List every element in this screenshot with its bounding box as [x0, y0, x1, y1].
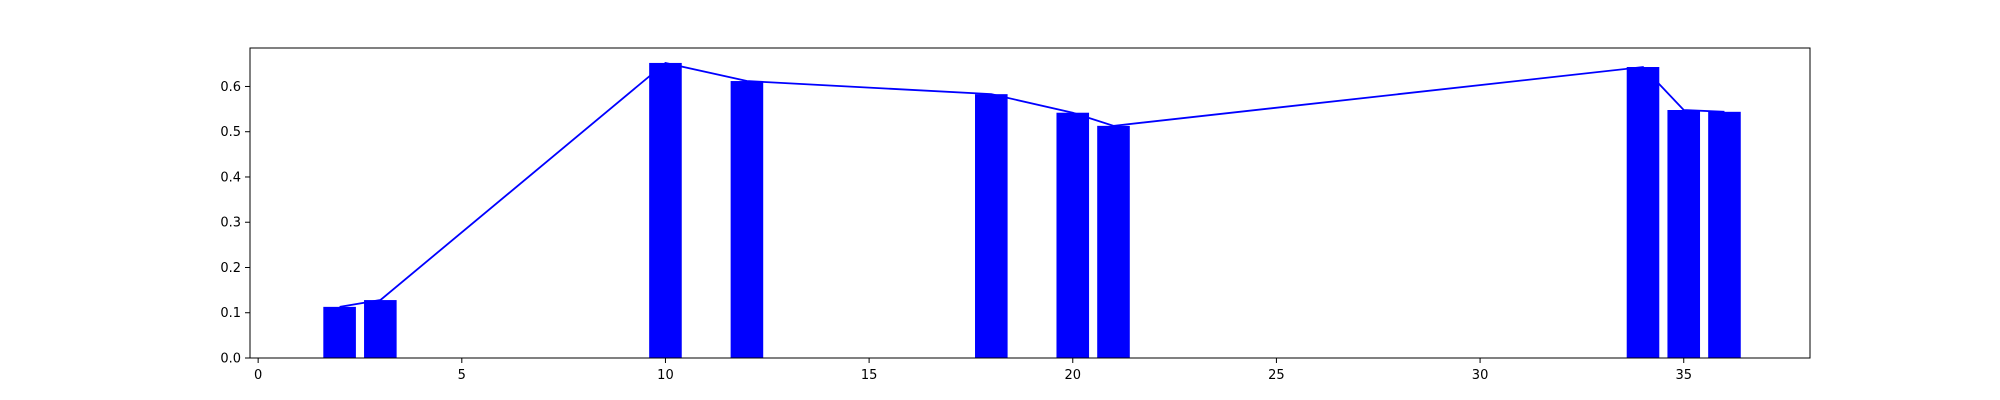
x-tick-label-1: 5: [458, 368, 466, 383]
series-line: [339, 61, 1725, 308]
line-layer: [339, 61, 1725, 308]
bar-2: [649, 62, 682, 359]
ticks-layer: 0 5 10 15 20 25 30 35 0.0 0.1 0.2 0.3 0.4 0.5 0.6: [220, 80, 1692, 383]
bar-0: [323, 306, 356, 358]
x-tick-label-5: 25: [1268, 368, 1285, 383]
bar-1: [364, 300, 397, 358]
x-tick-label-0: 0: [254, 368, 262, 383]
axes-layer: [249, 47, 1811, 359]
bars-layer: [323, 62, 1741, 359]
y-tick-label-1: 0.1: [220, 306, 241, 321]
bar-8: [1667, 110, 1701, 358]
y-tick-label-6: 0.6: [220, 80, 241, 95]
y-tick-label-3: 0.3: [220, 216, 241, 231]
x-tick-label-2: 10: [657, 368, 674, 383]
bar-4: [975, 94, 1008, 358]
bar-5: [1056, 112, 1090, 358]
bar-6: [1097, 125, 1130, 358]
y-tick-label-2: 0.2: [220, 261, 241, 276]
bar-3: [730, 81, 764, 358]
x-tick-label-3: 15: [861, 368, 878, 383]
bar-7: [1626, 67, 1660, 359]
x-tick-label-7: 35: [1675, 368, 1692, 383]
x-tick-label-6: 30: [1472, 368, 1489, 383]
bar-9: [1708, 111, 1741, 359]
plot-frame: [249, 47, 1811, 359]
y-tick-label-4: 0.4: [220, 170, 241, 185]
y-tick-label-0: 0.0: [220, 352, 241, 367]
y-tick-label-5: 0.5: [220, 125, 241, 140]
x-tick-label-4: 20: [1064, 368, 1081, 383]
